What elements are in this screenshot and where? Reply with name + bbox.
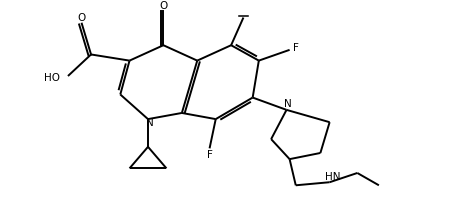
Text: N: N [146, 118, 154, 128]
Text: HO: HO [44, 73, 60, 83]
Text: F: F [207, 150, 212, 160]
Text: F: F [294, 43, 299, 53]
Text: O: O [77, 13, 86, 23]
Text: HN: HN [325, 172, 341, 182]
Text: O: O [159, 1, 168, 11]
Text: N: N [284, 99, 292, 109]
